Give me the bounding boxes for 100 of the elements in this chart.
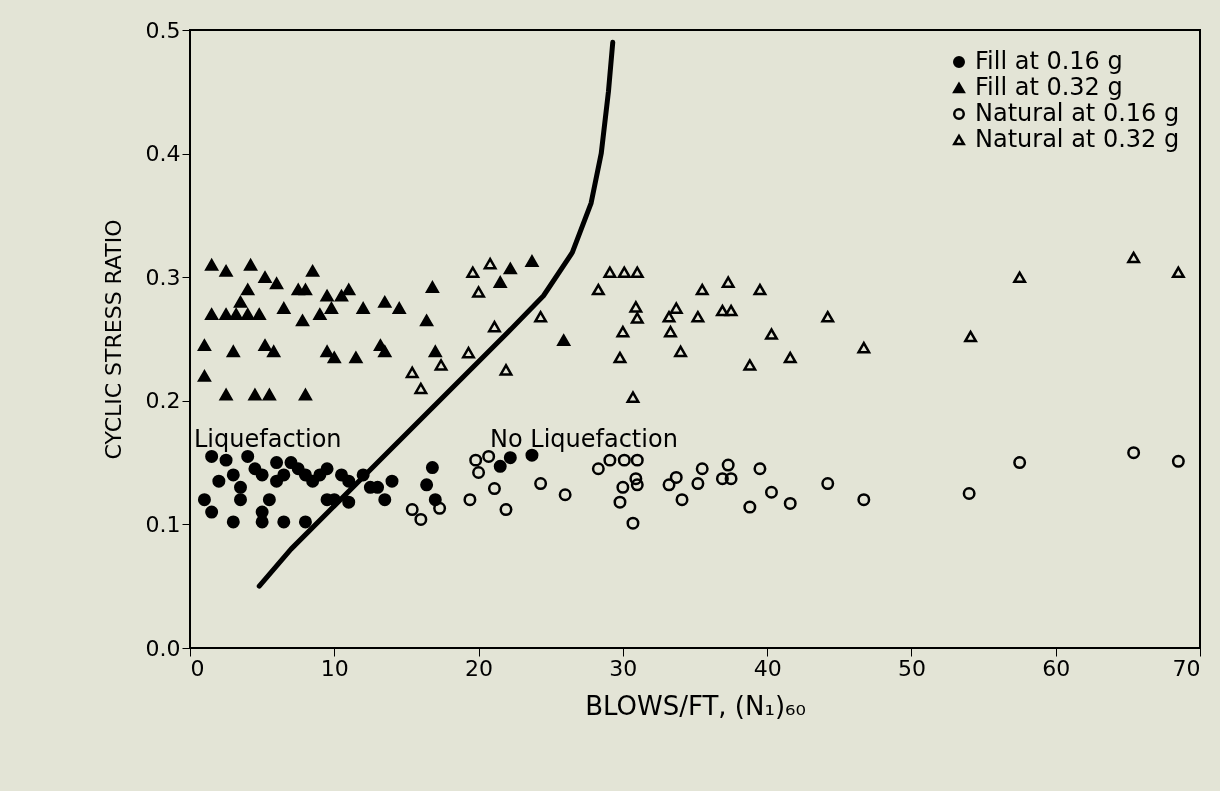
legend-label: Natural at 0.16 g [975,99,1180,127]
point [262,388,276,401]
point [821,477,835,491]
point [499,503,513,517]
point [764,328,778,340]
point [234,493,247,507]
point [212,474,226,488]
point [277,302,291,314]
point [226,515,240,529]
point [378,493,392,507]
point [219,265,233,277]
point [296,314,310,327]
point [405,366,419,379]
point [378,345,392,358]
point [964,330,978,343]
point [525,255,539,267]
y-tick-label: 0.4 [145,141,181,167]
point [298,388,312,401]
point [629,472,643,486]
point [617,266,631,279]
point [385,474,399,488]
point [226,345,240,358]
point [783,351,797,364]
point [414,382,428,395]
annotation: Liquefaction [194,425,342,453]
point [205,259,219,271]
point [487,320,501,333]
point [1171,266,1185,279]
point [783,496,797,510]
point [558,488,572,502]
point [691,477,705,491]
point [284,456,298,470]
point [499,364,513,376]
point [205,505,219,519]
point [603,453,617,467]
point [669,470,683,484]
y-tick-label: 0.5 [145,17,181,43]
point [234,296,247,308]
point [197,370,211,382]
x-tick-label: 40 [753,655,782,681]
point [629,301,643,313]
point [626,516,640,530]
point [324,302,338,314]
point [613,351,627,364]
point [219,453,233,467]
point [320,289,334,302]
x-axis-title: BLOWS/FT, (N₁)₆₀ [585,690,806,721]
point [613,495,627,509]
point [1127,251,1141,264]
point [270,277,284,290]
x-tick-label: 60 [1042,655,1071,681]
point [630,478,644,492]
point [483,257,497,270]
y-axis-title: CYCLIC STRESS RATIO [100,219,126,460]
point [493,276,507,288]
x-tick-label: 0 [190,655,205,681]
point [503,262,517,275]
point [715,304,729,317]
point [662,310,676,323]
point [1127,446,1141,460]
point [219,388,233,401]
point [675,493,689,507]
point [267,345,281,358]
point [277,515,291,529]
point [482,449,496,463]
point [534,310,548,323]
point [270,456,284,470]
point [1171,454,1185,468]
point [349,351,363,364]
y-tick-label: 0.3 [145,264,181,290]
point [557,334,571,347]
point [313,468,327,482]
point [472,286,486,298]
point [342,495,356,509]
point [487,482,501,496]
point [371,480,385,494]
point [320,345,334,358]
point [669,302,683,314]
point [674,345,688,358]
point [616,480,630,494]
point [695,462,709,476]
point [248,388,262,401]
point [229,308,243,321]
point [472,466,486,479]
point [313,308,327,321]
point [630,266,644,279]
x-tick-label: 50 [897,655,926,681]
point [262,493,276,507]
point [721,458,735,472]
point [258,339,272,351]
point [270,474,284,488]
point [298,515,312,529]
point [721,276,735,288]
point [234,480,247,494]
point [695,283,709,296]
point [1013,456,1027,470]
point [743,500,757,514]
point [241,283,255,296]
point [493,459,507,473]
point [425,281,439,293]
